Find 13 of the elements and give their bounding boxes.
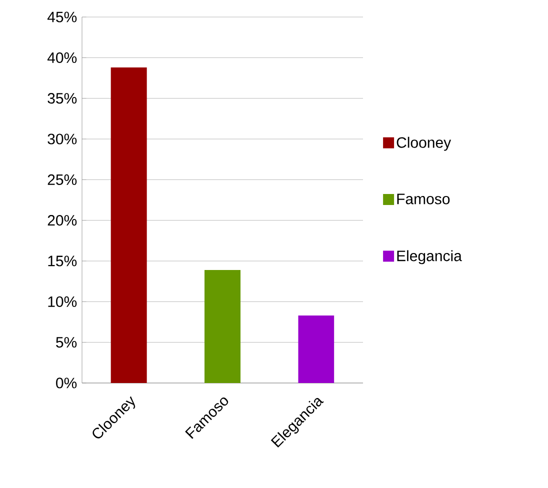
y-tick-label: 25%	[48, 174, 77, 185]
y-tick-label: 0%	[56, 378, 77, 388]
legend-label: Clooney	[396, 136, 452, 151]
legend-label: Elegancia	[397, 250, 462, 264]
y-tick-label: 10%	[48, 296, 77, 307]
y-tick-label: 5%	[56, 337, 77, 348]
legend-label: Famoso	[397, 194, 450, 204]
y-tick-label: 40%	[47, 52, 77, 63]
y-tick-label: 35%	[48, 93, 77, 104]
y-tick-label: 45%	[47, 12, 77, 22]
y-tick-label: 20%	[48, 215, 77, 226]
y-tick-label: 15%	[48, 256, 77, 266]
y-tick-label: 30%	[48, 134, 77, 144]
